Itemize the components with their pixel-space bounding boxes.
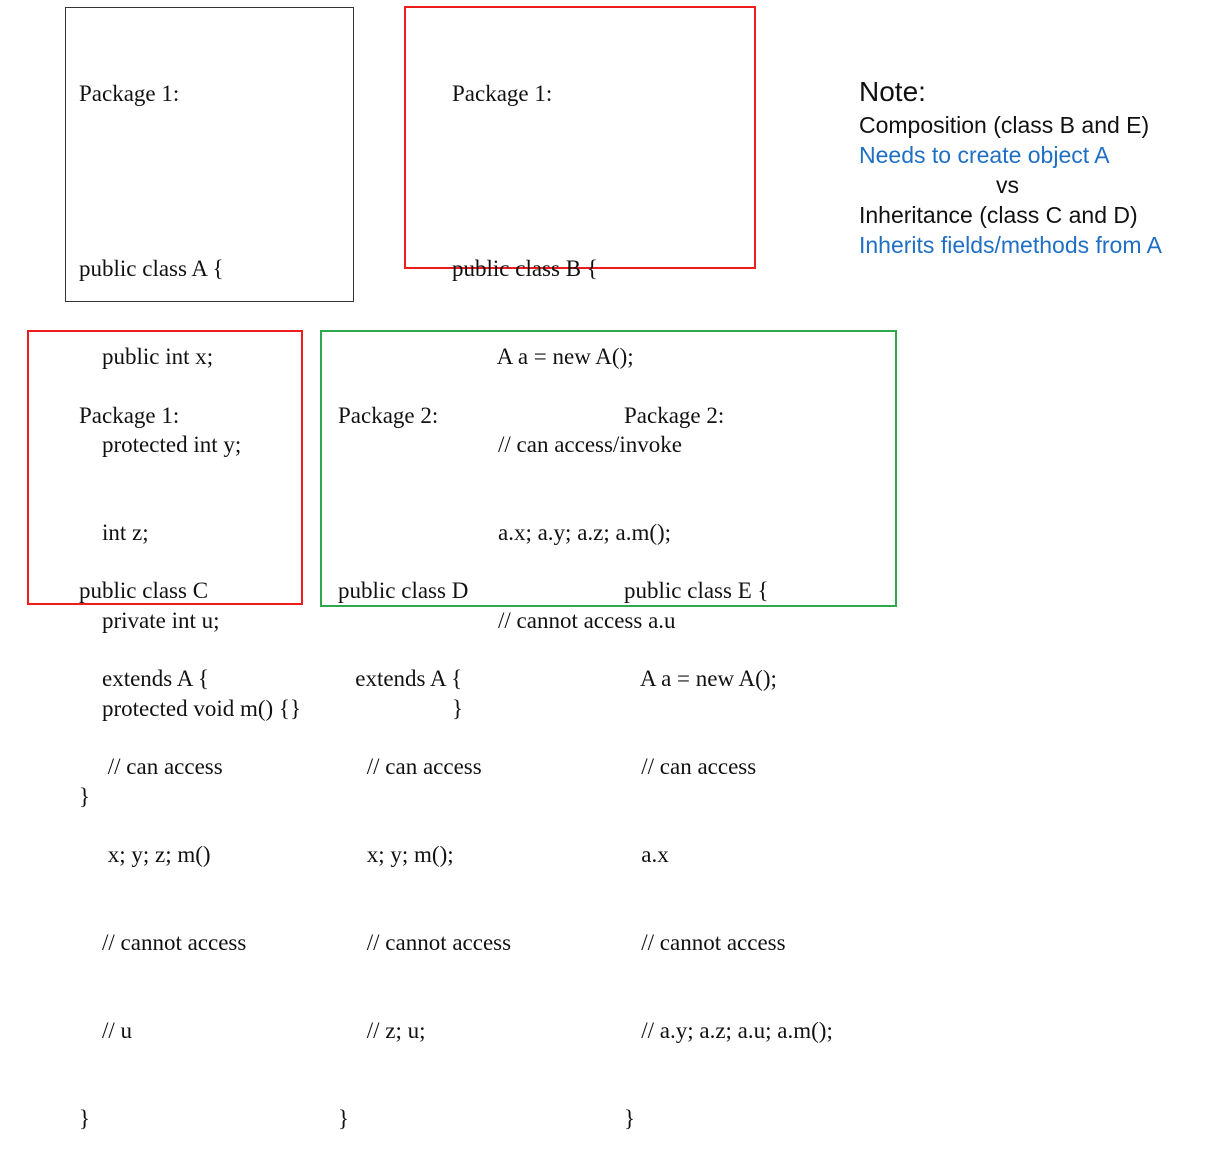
- code-line: protected int y;: [79, 432, 242, 458]
- code-line: A a = new A();: [624, 666, 777, 692]
- package-label: Package 2:: [338, 402, 439, 428]
- class-e-code: Package 2: public class E { A a = new A(…: [624, 342, 833, 1162]
- note-composition: Composition (class B and E): [859, 112, 1150, 138]
- code-line: extends A {: [79, 666, 209, 692]
- note-vs: vs: [996, 172, 1019, 198]
- code-line: public class C: [79, 578, 209, 604]
- package-label: Package 2:: [624, 402, 725, 428]
- note-composition-desc: Needs to create object A: [859, 142, 1110, 168]
- class-c-box: [27, 330, 303, 605]
- code-line: extends A {: [338, 666, 463, 692]
- package-label: Package 1:: [79, 402, 180, 428]
- class-c-code: Package 1: public class C extends A { //…: [79, 342, 246, 1162]
- code-line: // cannot access: [338, 929, 512, 955]
- blank-line: [452, 166, 682, 195]
- note-inheritance-desc: Inherits fields/methods from A: [859, 232, 1162, 258]
- blank-line: [338, 488, 511, 517]
- blank-line: [79, 166, 301, 195]
- code-line: a.x; a.y; a.z; a.m();: [452, 520, 672, 546]
- class-a-box: [65, 7, 354, 302]
- class-b-box: [404, 6, 756, 269]
- code-line: public class A {: [79, 256, 224, 282]
- code-line: a.x: [624, 842, 669, 868]
- class-d-code: Package 2: public class D extends A { //…: [338, 342, 511, 1162]
- code-line: x; y; m();: [338, 842, 454, 868]
- code-line: A a = new A();: [452, 344, 634, 370]
- note-panel: Note: Composition (class B and E) Needs …: [859, 74, 1162, 260]
- blank-line: [624, 488, 833, 517]
- code-line: }: [79, 1105, 91, 1131]
- code-line: // cannot access: [79, 929, 247, 955]
- code-line: }: [338, 1105, 350, 1131]
- package-label: Package 1:: [452, 80, 553, 106]
- blank-line: [79, 488, 246, 517]
- package-label: Package 1:: [79, 80, 180, 106]
- class-d-e-box: [320, 330, 897, 607]
- code-line: public class E {: [624, 578, 769, 604]
- code-line: // can access: [79, 754, 223, 780]
- code-line: }: [624, 1105, 636, 1131]
- code-line: // can access: [624, 754, 757, 780]
- note-inheritance: Inheritance (class C and D): [859, 202, 1138, 228]
- code-line: // a.y; a.z; a.u; a.m();: [624, 1017, 833, 1043]
- code-line: x; y; z; m(): [79, 842, 211, 868]
- code-line: // cannot access: [624, 929, 786, 955]
- code-line: // can access/invoke: [452, 432, 682, 458]
- note-title: Note:: [859, 76, 926, 107]
- code-line: public int x;: [79, 344, 214, 370]
- code-line: public class B {: [452, 256, 598, 282]
- code-line: int z;: [79, 520, 149, 546]
- code-line: // u: [79, 1017, 133, 1043]
- code-line: // z; u;: [338, 1017, 426, 1043]
- code-line: public class D: [338, 578, 469, 604]
- code-line: // can access: [338, 754, 482, 780]
